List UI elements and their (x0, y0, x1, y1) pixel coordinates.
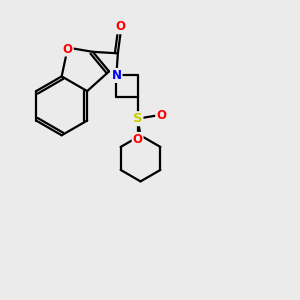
Text: O: O (133, 133, 142, 146)
Text: O: O (63, 43, 73, 56)
Text: S: S (133, 112, 142, 125)
Text: O: O (156, 109, 166, 122)
Text: O: O (116, 20, 126, 33)
Text: N: N (111, 69, 122, 82)
Text: N: N (111, 69, 122, 82)
